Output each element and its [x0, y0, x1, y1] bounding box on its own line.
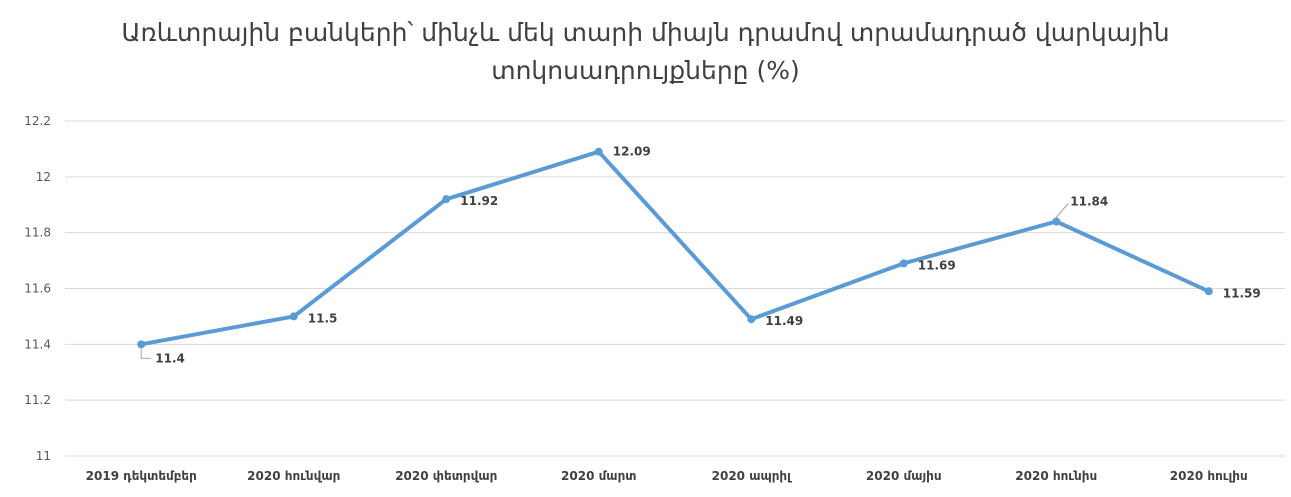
data-point	[1052, 218, 1060, 226]
data-label-leader	[141, 348, 151, 358]
data-label: 11.69	[918, 258, 956, 272]
x-tick-label: 2020 հունվար	[247, 469, 340, 483]
x-tick-label: 2020 մայիս	[866, 469, 942, 483]
data-point	[747, 315, 755, 323]
data-label: 11.4	[155, 351, 185, 365]
x-tick-label: 2020 հուլիս	[1170, 469, 1248, 483]
y-tick-label: 11.2	[24, 393, 51, 407]
y-tick-label: 12	[36, 170, 51, 184]
data-label-leader	[1054, 204, 1068, 220]
y-tick-label: 11	[36, 449, 51, 463]
data-label: 11.84	[1070, 195, 1108, 209]
y-tick-label: 12.2	[24, 114, 51, 128]
data-label: 12.09	[613, 145, 651, 159]
data-label: 11.49	[765, 314, 803, 328]
data-label: 11.59	[1223, 286, 1261, 300]
data-point	[1205, 287, 1213, 295]
data-label: 11.92	[460, 194, 498, 208]
x-tick-label: 2019 դեկտեմբեր	[86, 469, 197, 483]
y-tick-label: 11.4	[24, 337, 51, 351]
x-tick-label: 2020 հունիս	[1015, 469, 1097, 483]
x-tick-label: 2020 փետրվար	[395, 469, 497, 483]
x-tick-label: 2020 մարտ	[561, 469, 636, 483]
data-point	[900, 259, 908, 267]
series-line	[141, 152, 1209, 345]
data-label: 11.5	[308, 311, 338, 325]
data-point	[290, 312, 298, 320]
data-point	[442, 195, 450, 203]
y-tick-label: 11.6	[24, 282, 51, 296]
data-point	[595, 148, 603, 156]
data-point	[137, 340, 145, 348]
y-tick-label: 11.8	[24, 226, 51, 240]
x-tick-label: 2020 ապրիլ	[712, 469, 793, 483]
